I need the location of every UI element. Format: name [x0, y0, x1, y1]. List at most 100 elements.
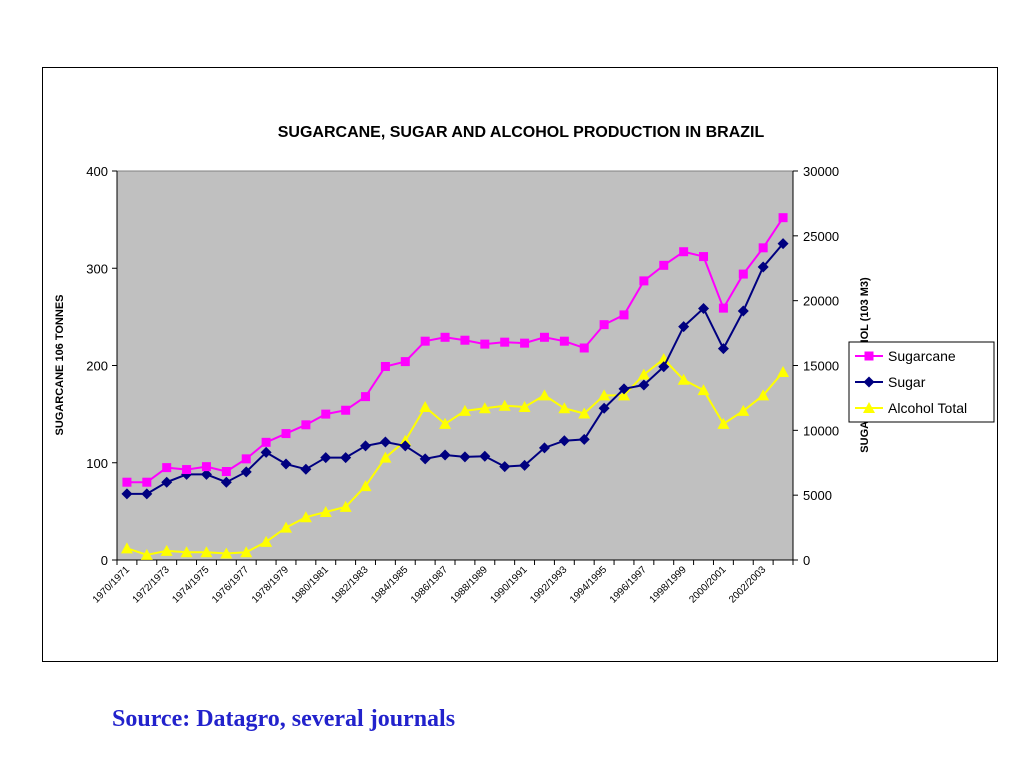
data-point-sugar — [678, 321, 690, 333]
data-point-sugar — [340, 452, 352, 464]
data-point-alcohol-total — [478, 402, 491, 414]
x-tick-label: 1976/1977 — [210, 564, 252, 606]
data-point-sugarcane — [321, 409, 331, 419]
data-point-sugarcane — [679, 247, 689, 257]
data-point-sugarcane — [281, 429, 291, 439]
source-note: Source: Datagro, several journals — [112, 706, 456, 732]
x-tick-label: 1984/1985 — [369, 564, 411, 606]
right-tick-label: 0 — [803, 553, 810, 568]
data-point-sugarcane — [559, 336, 569, 346]
data-point-sugarcane — [361, 392, 371, 402]
x-tick-label: 1990/1991 — [488, 564, 530, 606]
data-point-sugar — [220, 476, 232, 488]
data-point-sugarcane — [122, 477, 132, 487]
data-point-sugar — [161, 476, 173, 488]
chart: SUGARCANE, SUGAR AND ALCOHOL PRODUCTION … — [54, 124, 995, 606]
chart-title: SUGARCANE, SUGAR AND ALCOHOL PRODUCTION … — [278, 124, 765, 141]
x-tick-label: 1972/1973 — [131, 564, 173, 606]
data-point-alcohol-total — [220, 547, 233, 559]
data-point-sugarcane — [659, 260, 669, 270]
legend-label-alcohol-total: Alcohol Total — [888, 400, 967, 416]
data-point-alcohol-total — [538, 389, 551, 401]
data-point-sugar — [737, 305, 749, 317]
x-axis: 1970/19711972/19731974/19751976/19771978… — [91, 559, 794, 606]
data-point-sugar — [538, 442, 550, 454]
data-point-sugar — [578, 433, 590, 445]
data-point-sugarcane — [539, 332, 549, 342]
plot-area — [116, 170, 794, 561]
data-point-alcohol-total — [518, 400, 531, 412]
right-tick-label: 15000 — [803, 359, 839, 374]
data-point-sugarcane — [758, 243, 768, 253]
data-point-alcohol-total — [339, 500, 352, 512]
data-point-alcohol-total — [160, 544, 173, 556]
data-point-alcohol-total — [240, 546, 253, 558]
data-point-sugar — [479, 450, 491, 462]
legend-label-sugar: Sugar — [888, 374, 926, 390]
data-point-sugar — [558, 435, 570, 447]
data-point-sugar — [141, 488, 153, 500]
data-point-sugar — [698, 302, 710, 314]
data-point-alcohol-total — [260, 535, 273, 547]
data-point-sugarcane — [778, 213, 788, 223]
x-tick-label: 1970/1971 — [91, 564, 133, 606]
legend-marker-sugarcane — [864, 351, 874, 361]
x-tick-label: 1978/1979 — [250, 564, 292, 606]
data-point-alcohol-total — [598, 389, 611, 401]
left-tick-label: 300 — [86, 261, 108, 276]
left-y-axis: 0 100 200 300 400 — [86, 164, 118, 568]
data-point-sugar — [419, 453, 431, 465]
data-point-sugarcane — [460, 335, 470, 345]
data-point-sugar — [717, 343, 729, 355]
right-tick-label: 30000 — [803, 164, 839, 179]
data-point-alcohol-total — [399, 434, 412, 446]
x-tick-label: 1998/1999 — [648, 564, 690, 606]
data-point-sugarcane — [341, 405, 351, 415]
x-tick-label: 1992/1993 — [528, 564, 570, 606]
x-tick-label: 1988/1989 — [449, 564, 491, 606]
data-point-alcohol-total — [200, 546, 213, 558]
data-point-alcohol-total — [757, 389, 770, 401]
right-y-axis: 0 5000 10000 15000 20000 25000 30000 — [792, 164, 839, 568]
data-point-sugarcane — [400, 357, 410, 367]
right-tick-label: 25000 — [803, 229, 839, 244]
data-point-alcohol-total — [618, 389, 630, 401]
data-point-sugar — [300, 463, 312, 475]
data-point-sugar — [459, 451, 471, 463]
data-point-sugarcane — [520, 338, 530, 348]
x-tick-label: 1982/1983 — [329, 564, 371, 606]
data-point-alcohol-total — [319, 506, 332, 518]
data-point-sugarcane — [162, 463, 172, 473]
left-tick-label: 100 — [86, 456, 108, 471]
legend-marker-alcohol-total — [863, 402, 875, 413]
data-point-sugarcane — [182, 465, 192, 475]
data-point-alcohol-total — [280, 521, 292, 533]
series-line-sugar — [126, 242, 784, 495]
right-tick-label: 5000 — [803, 488, 832, 503]
data-point-sugarcane — [619, 310, 629, 320]
data-point-sugarcane — [440, 332, 450, 342]
legend-marker-sugar — [863, 376, 875, 388]
data-point-alcohol-total — [120, 542, 133, 554]
series-layer — [120, 213, 790, 560]
data-point-alcohol-total — [299, 511, 312, 523]
x-tick-label: 2002/2003 — [727, 564, 769, 606]
data-point-alcohol-total — [359, 480, 372, 492]
data-point-alcohol-total — [458, 404, 471, 416]
data-point-sugar — [240, 466, 252, 478]
data-point-alcohol-total — [777, 365, 790, 377]
data-point-sugar — [598, 402, 610, 414]
data-point-sugarcane — [301, 420, 311, 430]
x-tick-label: 2000/2001 — [687, 564, 729, 606]
data-point-sugarcane — [639, 276, 649, 286]
data-point-sugarcane — [241, 454, 251, 464]
data-point-sugar — [757, 261, 769, 273]
data-point-sugarcane — [599, 320, 609, 330]
data-point-sugar — [200, 468, 212, 480]
x-tick-label: 1974/1975 — [170, 564, 212, 606]
data-point-sugarcane — [380, 361, 390, 371]
x-tick-label: 1980/1981 — [290, 564, 332, 606]
x-tick-label: 1996/1997 — [608, 564, 650, 606]
data-point-sugar — [360, 440, 372, 452]
left-tick-label: 400 — [86, 164, 108, 179]
